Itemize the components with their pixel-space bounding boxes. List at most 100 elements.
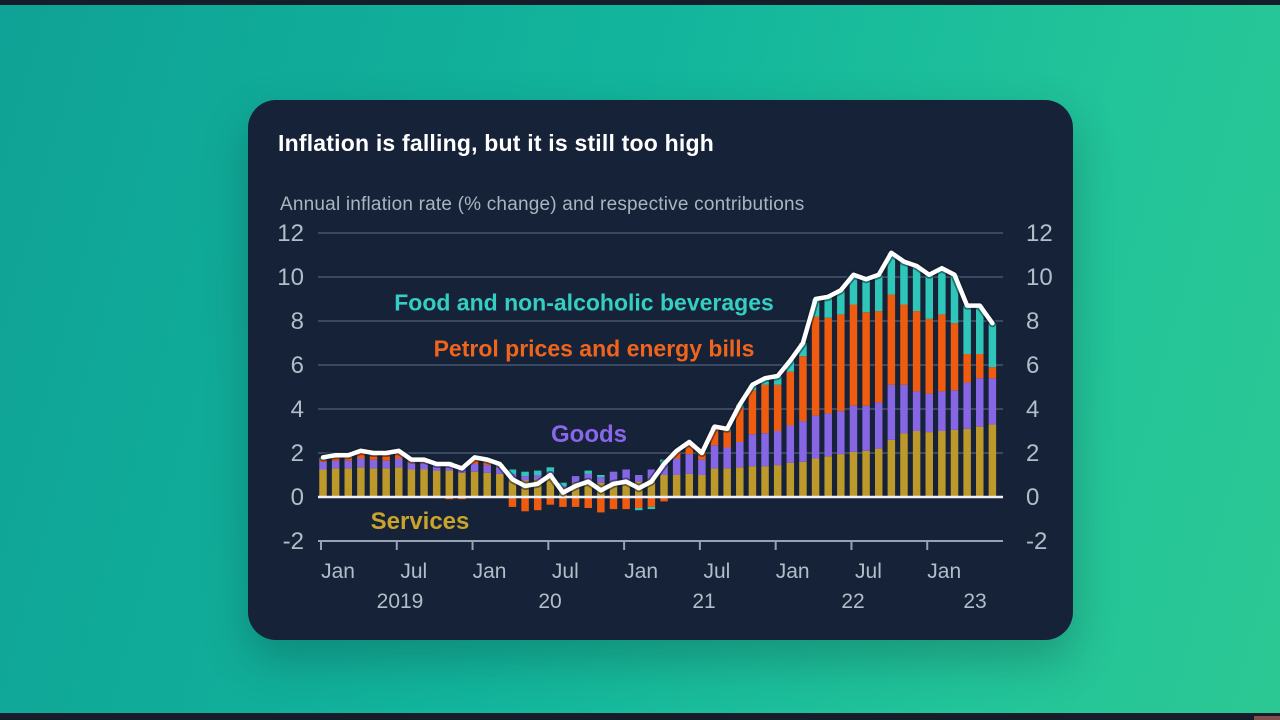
bar-segment	[672, 458, 681, 475]
bar-segment	[382, 460, 390, 469]
bar-segment	[824, 413, 832, 457]
y-axis-label-left: 12	[277, 220, 304, 247]
bar-segment	[748, 434, 757, 467]
bar-segment	[925, 393, 933, 433]
bar-segment	[887, 252, 896, 295]
bar-segment	[597, 477, 605, 483]
bar-segment	[736, 407, 744, 442]
bar-segment	[698, 459, 706, 475]
bar-segment	[849, 405, 858, 452]
bar-segment	[546, 477, 555, 497]
bar-segment	[521, 497, 529, 512]
bar-segment	[912, 431, 921, 497]
bar-segment	[874, 274, 883, 312]
bar-segment	[672, 475, 681, 497]
bar-segment	[470, 464, 479, 472]
bar-segment	[799, 421, 807, 462]
bar-segment	[837, 454, 845, 497]
x-axis-month-label: Jan	[321, 560, 355, 583]
bar-segment	[938, 431, 946, 497]
y-axis-label-left: 6	[291, 352, 304, 379]
bar-segment	[849, 451, 858, 497]
bar-segment	[938, 268, 946, 315]
y-axis-label-right: 12	[1026, 220, 1053, 247]
bar-segment	[496, 467, 504, 474]
bar-segment	[736, 442, 744, 468]
bar-segment	[521, 471, 529, 477]
bar-segment	[546, 467, 555, 472]
bar-segment	[685, 454, 694, 474]
bar-segment	[862, 405, 870, 451]
bar-segment	[761, 433, 769, 467]
bar-segment	[761, 384, 769, 434]
bar-segment	[925, 274, 933, 319]
y-axis-label-left: 10	[277, 264, 304, 291]
bar-segment	[723, 431, 731, 448]
bar-segment	[723, 468, 731, 497]
chart-card: Inflation is falling, but it is still to…	[248, 100, 1073, 640]
bar-segment	[824, 317, 832, 414]
chart-subtitle: Annual inflation rate (% change) and res…	[280, 194, 805, 215]
bar-segment	[723, 447, 731, 469]
bar-segment	[698, 475, 706, 497]
x-axis-year-label: 20	[538, 590, 561, 613]
bar-segment	[976, 354, 984, 379]
bar-segment	[622, 497, 630, 510]
bar-segment	[369, 455, 378, 460]
bar-segment	[862, 279, 870, 313]
x-axis-month-label: Jan	[473, 560, 507, 583]
bar-segment	[887, 439, 896, 497]
bar-segment	[849, 274, 858, 305]
bar-segment	[736, 467, 744, 497]
bar-segment	[571, 476, 580, 483]
x-axis-year-label: 22	[841, 590, 864, 613]
bar-segment	[635, 475, 643, 482]
bar-segment	[938, 314, 946, 392]
bar-segment	[950, 429, 959, 497]
bar-segment	[950, 323, 959, 391]
bar-segment	[950, 390, 959, 430]
bar-segment	[786, 462, 795, 497]
bar-segment	[584, 481, 592, 497]
bar-segment	[622, 469, 630, 481]
bar-segment	[773, 376, 782, 385]
bar-segment	[319, 461, 327, 470]
bar-segment	[521, 476, 529, 481]
bar-segment	[773, 431, 782, 466]
y-axis-label-right: -2	[1026, 528, 1047, 555]
bar-segment	[533, 479, 542, 497]
bar-segment	[458, 472, 466, 497]
bar-segment	[533, 497, 542, 511]
bar-segment	[357, 467, 365, 497]
bar-segment	[508, 497, 517, 507]
bar-segment	[912, 266, 921, 312]
bar-segment	[710, 445, 719, 469]
bar-segment	[761, 466, 769, 497]
bar-segment	[988, 424, 997, 497]
x-axis-month-label: Jul	[855, 560, 882, 583]
bar-segment	[420, 469, 428, 497]
bar-segment	[963, 354, 971, 383]
bar-segment	[483, 465, 491, 473]
x-axis-year-label: 21	[692, 590, 715, 613]
bar-segment	[988, 323, 997, 368]
bar-segment	[748, 390, 757, 435]
bar-segment	[773, 465, 782, 497]
bar-segment	[710, 468, 719, 497]
bar-segment	[685, 442, 694, 455]
bar-segment	[874, 311, 883, 403]
bar-segment	[559, 482, 567, 486]
x-axis-month-label: Jul	[400, 560, 427, 583]
bar-segment	[647, 479, 656, 497]
x-axis-month-label: Jul	[703, 560, 730, 583]
bar-segment	[331, 468, 340, 497]
bar-segment	[571, 497, 580, 507]
bar-segment	[420, 462, 428, 470]
bar-segment	[395, 467, 403, 497]
bar-segment	[319, 469, 327, 497]
y-axis-label-right: 4	[1026, 396, 1039, 423]
bar-segment	[483, 472, 491, 497]
x-axis-month-label: Jan	[927, 560, 961, 583]
bar-segment	[799, 356, 807, 422]
